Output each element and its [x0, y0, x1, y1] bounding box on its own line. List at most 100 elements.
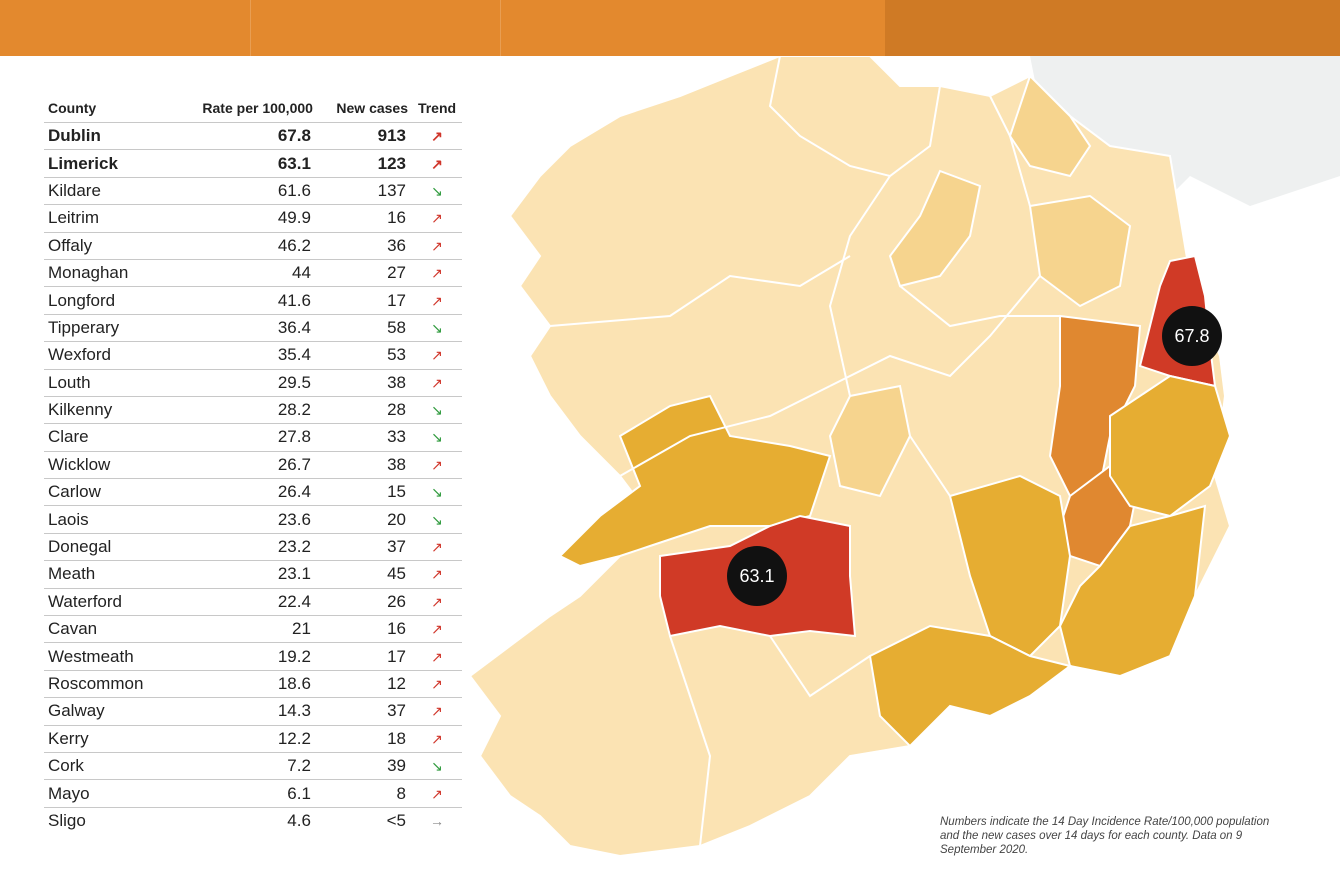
dublin-badge: 67.8	[1162, 306, 1222, 366]
rate-cell: 22.4	[168, 587, 313, 616]
cases-cell: 17	[312, 642, 408, 671]
table-row: Kildare 61.6 137 ↘	[44, 176, 462, 205]
cases-cell: 8	[312, 779, 408, 808]
rate-cell: 29.5	[168, 368, 313, 397]
county-cell: Donegal	[44, 532, 169, 561]
rate-cell: 67.8	[168, 121, 313, 150]
footnote: Numbers indicate the 14 Day Incidence Ra…	[940, 816, 1270, 856]
trend-icon: ↗	[408, 341, 462, 370]
rate-cell: 46.2	[168, 231, 313, 260]
ireland-map: 67.8 63.1	[470, 56, 1340, 858]
trend-icon: ↗	[408, 258, 462, 287]
trend-icon: ↗	[408, 779, 462, 808]
county-cell: Kildare	[44, 176, 169, 205]
county-cell: Kilkenny	[44, 395, 169, 424]
arrow-down-right-icon: ↘	[431, 511, 443, 528]
arrow-up-right-icon: ↗	[431, 237, 443, 254]
cases-cell: 45	[312, 560, 408, 589]
table-row: Louth 29.5 38 ↗	[44, 368, 462, 397]
county-cell: Offaly	[44, 231, 169, 260]
cases-cell: <5	[312, 806, 408, 835]
arrow-down-right-icon: ↘	[431, 758, 443, 775]
county-wicklow	[1109, 374, 1232, 518]
arrow-right-icon: →	[430, 812, 444, 829]
table-row: Waterford 22.4 26 ↗	[44, 587, 462, 616]
cases-cell: 37	[312, 532, 408, 561]
cases-cell: 27	[312, 258, 408, 287]
arrow-up-right-icon: ↗	[431, 210, 443, 227]
cases-cell: 913	[312, 121, 408, 150]
cases-cell: 26	[312, 587, 408, 616]
table-row: Clare 27.8 33 ↘	[44, 423, 462, 452]
rate-cell: 27.8	[168, 423, 313, 452]
arrow-down-right-icon: ↘	[431, 319, 443, 336]
county-cell: Westmeath	[44, 642, 169, 671]
county-cell: Monaghan	[44, 258, 169, 287]
cases-cell: 33	[312, 423, 408, 452]
county-cell: Longford	[44, 286, 169, 315]
arrow-up-right-icon: ↗	[431, 265, 443, 282]
cases-cell: 58	[312, 313, 408, 342]
rate-cell: 26.7	[168, 450, 313, 479]
trend-icon: ↗	[408, 368, 462, 397]
arrow-up-right-icon: ↗	[431, 128, 443, 145]
table-row: Wexford 35.4 53 ↗	[44, 341, 462, 370]
rate-cell: 35.4	[168, 341, 313, 370]
arrow-up-right-icon: ↗	[431, 155, 443, 172]
arrow-up-right-icon: ↗	[431, 648, 443, 665]
table-row: Cork 7.2 39 ↘	[44, 751, 462, 780]
rate-cell: 61.6	[168, 176, 313, 205]
arrow-up-right-icon: ↗	[431, 566, 443, 583]
rate-cell: 21	[168, 615, 313, 643]
table-row: Kilkenny 28.2 28 ↘	[44, 395, 462, 424]
table-row: Offaly 46.2 36 ↗	[44, 231, 462, 260]
table-row: Leitrim 49.9 16 ↗	[44, 204, 462, 233]
county-cell: Carlow	[44, 478, 169, 506]
cases-cell: 38	[312, 450, 408, 479]
table-row: Roscommon 18.6 12 ↗	[44, 669, 462, 698]
arrow-up-right-icon: ↗	[431, 347, 443, 364]
arrow-down-right-icon: ↘	[431, 429, 443, 446]
rate-cell: 18.6	[168, 669, 313, 698]
trend-icon: ↗	[408, 560, 462, 589]
cases-cell: 15	[312, 478, 408, 506]
trend-icon: ↗	[408, 642, 462, 671]
trend-icon: ↗	[408, 724, 462, 753]
arrow-down-right-icon: ↘	[431, 484, 443, 501]
table-row: Kerry 12.2 18 ↗	[44, 724, 462, 753]
county-cell: Galway	[44, 697, 169, 726]
county-table-container: County Rate per 100,000 New cases Trend …	[44, 98, 462, 835]
rate-cell: 36.4	[168, 313, 313, 342]
header-cases: New cases	[336, 100, 408, 116]
county-cell: Meath	[44, 560, 169, 589]
cases-cell: 12	[312, 669, 408, 698]
table-row: Wicklow 26.7 38 ↗	[44, 450, 462, 479]
trend-icon: ↘	[408, 313, 462, 342]
rate-cell: 6.1	[168, 779, 313, 808]
trend-icon: ↗	[408, 121, 462, 150]
county-offaly	[828, 384, 912, 498]
arrow-up-right-icon: ↗	[431, 593, 443, 610]
county-cell: Tipperary	[44, 313, 169, 342]
county-cell: Clare	[44, 423, 169, 452]
county-donegal	[768, 56, 942, 178]
county-cell: Sligo	[44, 806, 169, 835]
header-county: County	[48, 100, 97, 116]
cases-cell: 17	[312, 286, 408, 315]
county-cell: Wicklow	[44, 450, 169, 479]
trend-icon: ↘	[408, 478, 462, 506]
county-kilkenny	[948, 474, 1072, 658]
table-row: Cavan 21 16 ↗	[44, 615, 462, 643]
county-cell: Leitrim	[44, 204, 169, 233]
trend-icon: ↘	[408, 751, 462, 780]
county-borders	[549, 95, 1060, 847]
arrow-up-right-icon: ↗	[431, 703, 443, 720]
trend-icon: ↘	[408, 505, 462, 534]
cases-cell: 20	[312, 505, 408, 534]
table-row: Longford 41.6 17 ↗	[44, 286, 462, 315]
cases-cell: 53	[312, 341, 408, 370]
arrow-up-right-icon: ↗	[431, 785, 443, 802]
rate-cell: 63.1	[168, 149, 313, 178]
arrow-up-right-icon: ↗	[431, 730, 443, 747]
trend-icon: ↗	[408, 697, 462, 726]
